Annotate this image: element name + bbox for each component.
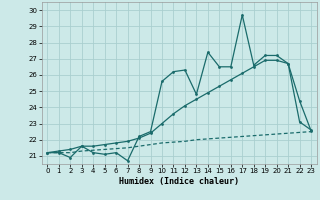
X-axis label: Humidex (Indice chaleur): Humidex (Indice chaleur) xyxy=(119,177,239,186)
